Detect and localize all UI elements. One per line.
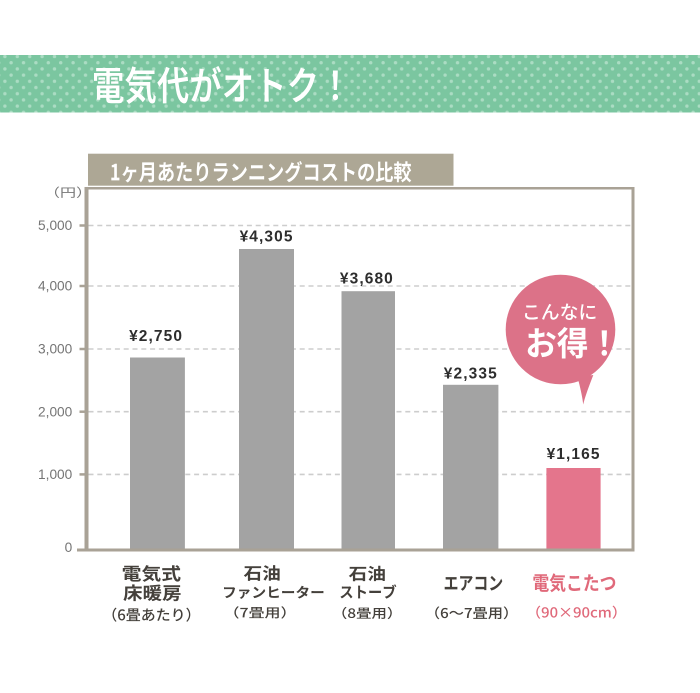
svg-text:4,000: 4,000 — [38, 279, 73, 294]
svg-text:¥2,750: ¥2,750 — [129, 328, 183, 345]
svg-text:5,000: 5,000 — [38, 218, 73, 233]
svg-text:2,000: 2,000 — [38, 404, 73, 419]
svg-text:¥4,305: ¥4,305 — [240, 229, 294, 246]
svg-text:¥3,680: ¥3,680 — [340, 270, 394, 287]
svg-text:¥1,165: ¥1,165 — [547, 446, 601, 463]
svg-text:1,000: 1,000 — [38, 467, 73, 482]
svg-text:3,000: 3,000 — [38, 342, 73, 357]
svg-text:¥2,335: ¥2,335 — [444, 365, 498, 382]
svg-text:0: 0 — [65, 540, 73, 555]
